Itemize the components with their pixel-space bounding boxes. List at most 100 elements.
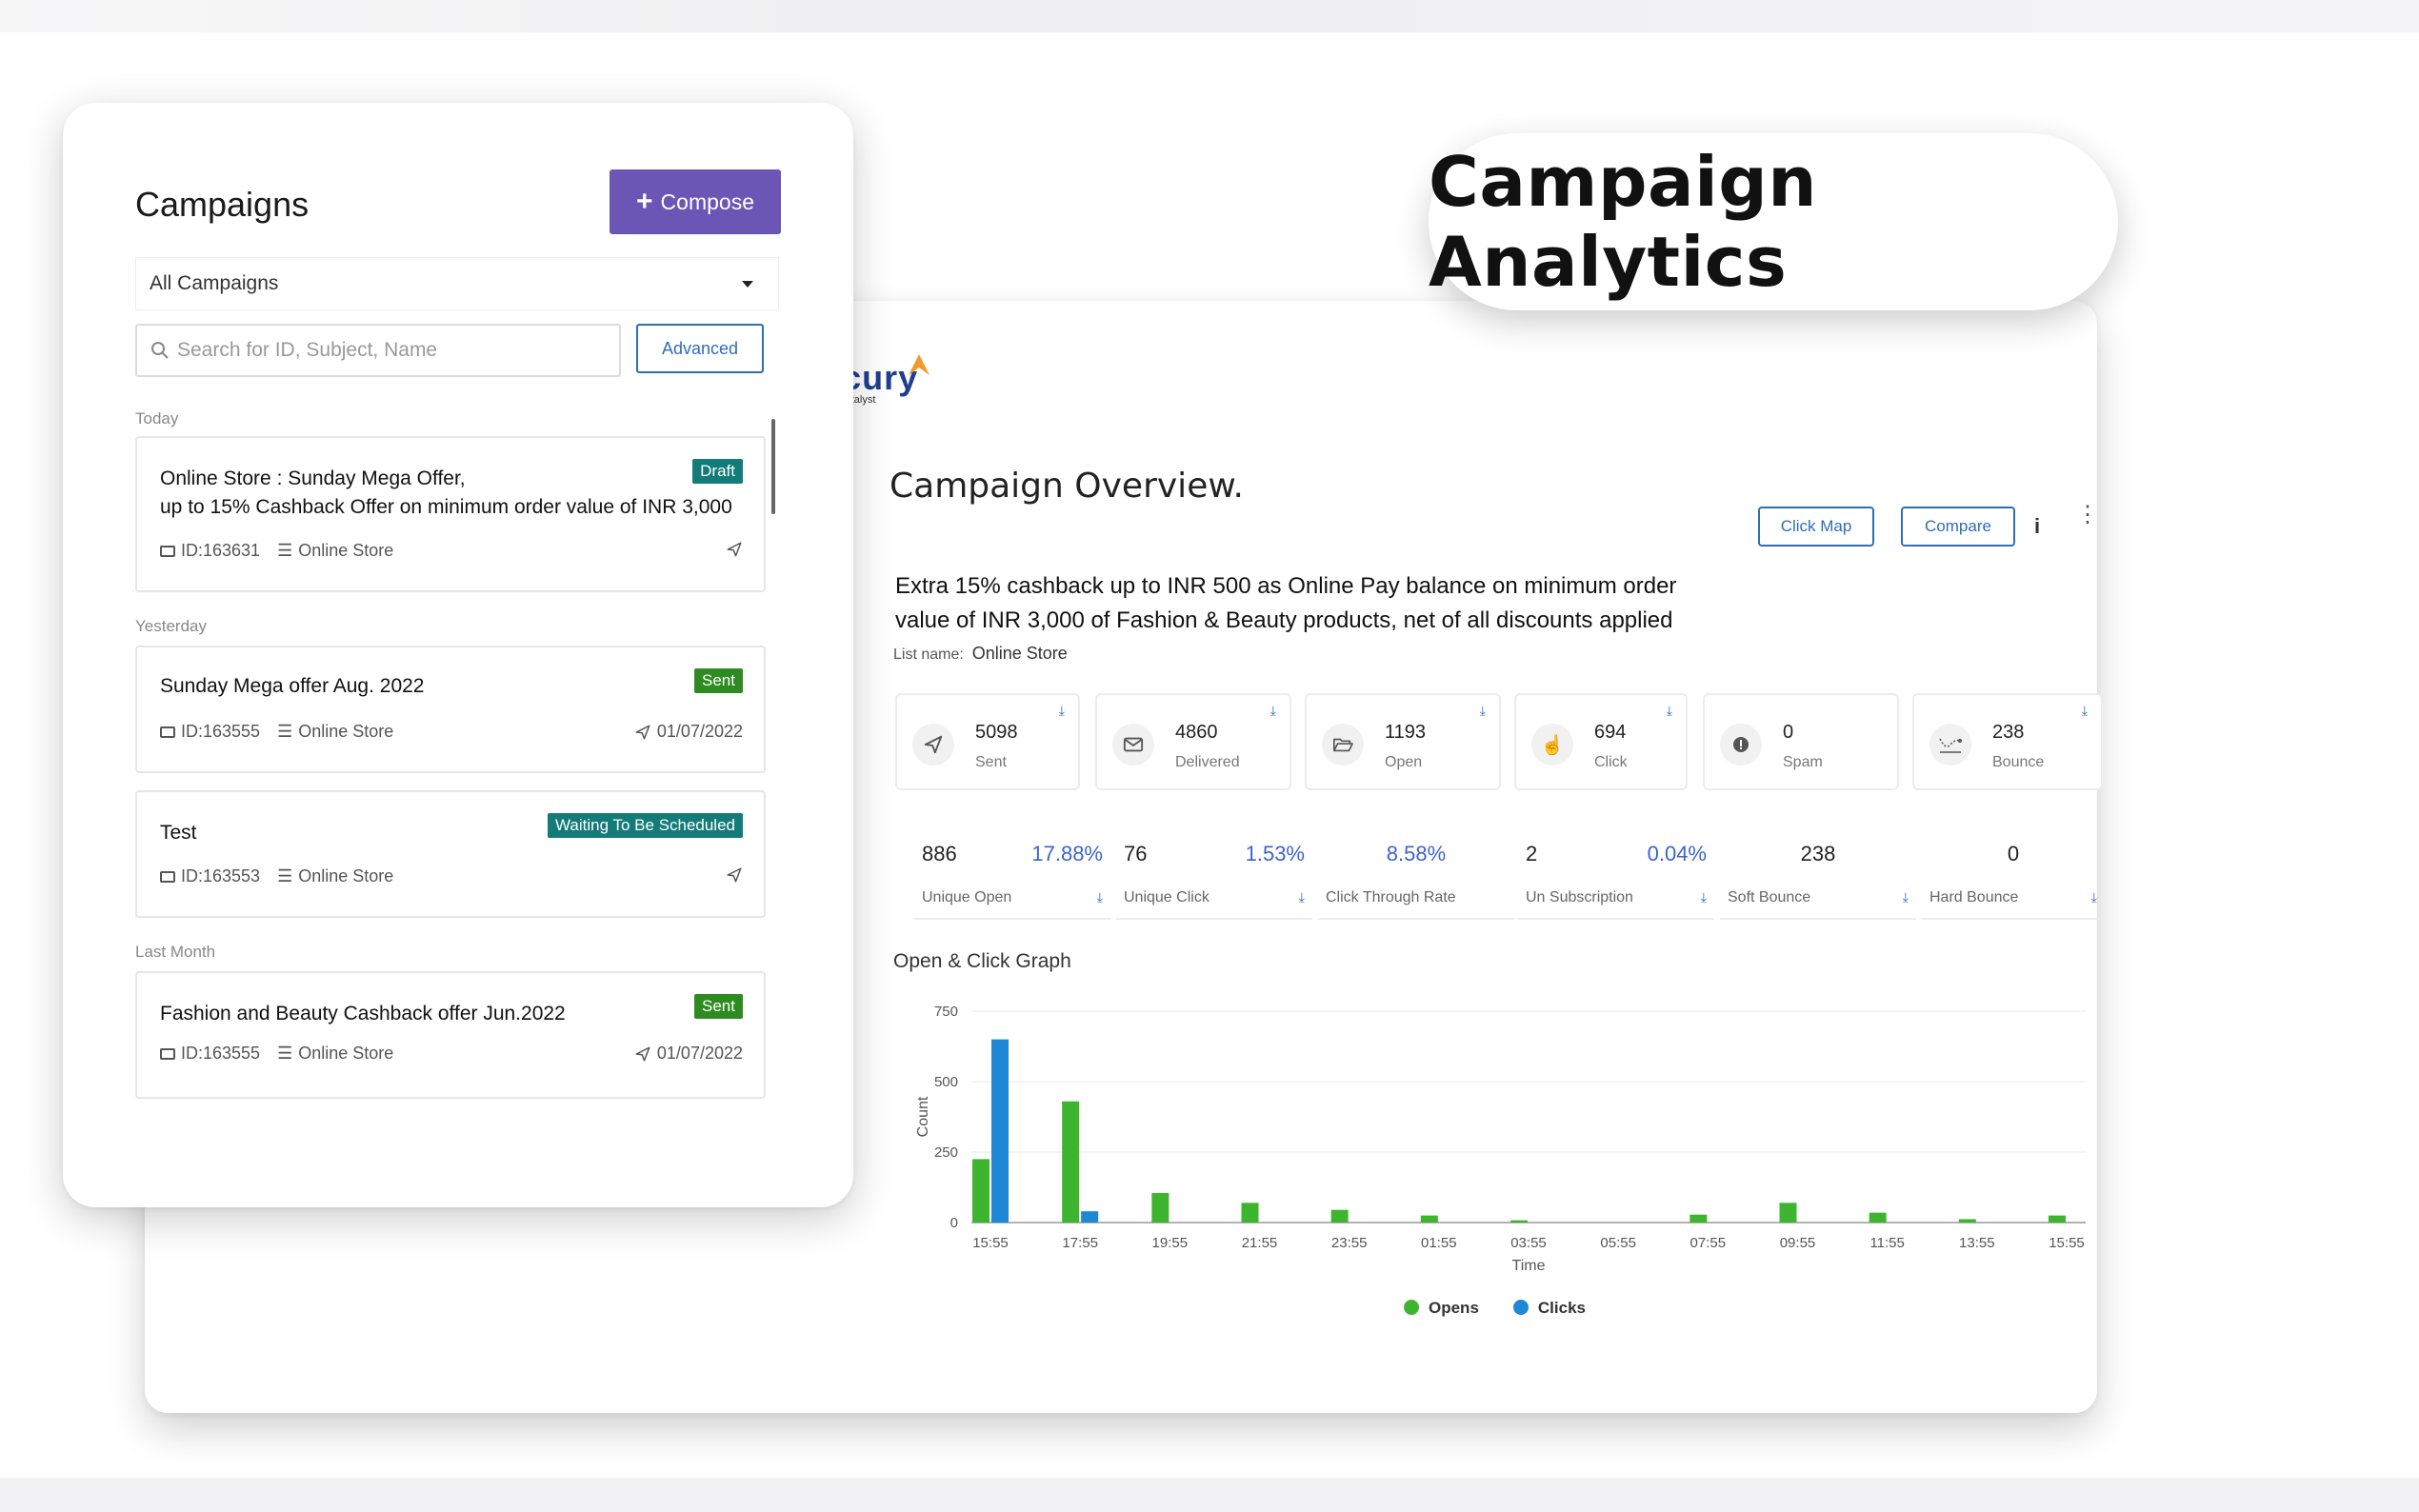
stat-value: 694: [1594, 722, 1627, 743]
filter-value: All Campaigns: [150, 272, 279, 294]
metric-value: 886: [922, 842, 957, 865]
open-click-chart: 0 250 500 750 Count 15:55 17:55 19:55 21:55 23:55…: [915, 1004, 2086, 1274]
list-name-label: List name:: [893, 647, 964, 663]
metric-label: Unique Open: [922, 889, 1012, 905]
download-icon[interactable]: ⤓: [2090, 889, 2097, 905]
campaign-list: Online Store: [298, 866, 394, 885]
download-icon[interactable]: ⤓: [1058, 703, 1065, 718]
download-icon[interactable]: ⤓: [1298, 889, 1305, 905]
legend-item-opens[interactable]: Opens: [1404, 1299, 1479, 1318]
download-icon[interactable]: ⤓: [1269, 703, 1276, 718]
legend-label: Opens: [1429, 1299, 1479, 1317]
stat-label: Click: [1594, 754, 1628, 770]
send-icon: [635, 725, 650, 739]
info-icon[interactable]: i: [2034, 514, 2041, 538]
metric-unique-click: 76 1.53% Unique Click ⤓: [1116, 836, 1312, 920]
x-tick-label: 01:55: [1421, 1235, 1457, 1251]
metric-value: 238: [1800, 842, 1836, 865]
campaign-id: ID:163555: [181, 1044, 261, 1063]
list-icon: ☰: [277, 1044, 293, 1063]
list-scrollbar[interactable]: [771, 419, 775, 514]
stat-card-delivered: 4860 Delivered ⤓: [1095, 693, 1291, 790]
x-tick-label: 07:55: [1690, 1235, 1727, 1251]
campaign-name: Sunday Mega offer Aug. 2022: [160, 675, 425, 697]
stat-value: 4860: [1175, 722, 1218, 743]
mail-icon: [160, 545, 175, 557]
download-icon[interactable]: ⤓: [1096, 889, 1103, 905]
y-tick-label: 0: [950, 1215, 958, 1231]
kebab-icon[interactable]: ⋮: [2076, 502, 2099, 527]
bar-opens: [1330, 1209, 1349, 1223]
campaign-date: 01/07/2022: [656, 722, 743, 741]
campaign-analytics-badge: Campaign Analytics: [1429, 133, 2118, 310]
metric-soft-bounce: 238 Soft Bounce ⤓: [1720, 836, 1916, 920]
campaign-card[interactable]: Test Waiting To Be Scheduled ID:163553 ☰…: [135, 790, 766, 918]
x-tick-label: 19:55: [1152, 1235, 1189, 1251]
campaign-card[interactable]: Fashion and Beauty Cashback offer Jun.20…: [135, 971, 766, 1099]
campaign-list: Online Store: [298, 541, 394, 560]
campaign-card[interactable]: Online Store : Sunday Mega Offer, up to …: [135, 436, 766, 592]
download-icon[interactable]: ⤓: [1700, 889, 1707, 905]
stat-card-click: ☝ 694 Click ⤓: [1514, 693, 1688, 790]
campaign-id: ID:163555: [181, 722, 261, 741]
status-badge: Waiting To Be Scheduled: [547, 813, 743, 838]
download-icon[interactable]: ⤓: [1479, 703, 1486, 718]
list-name-value: Online Store: [971, 644, 1068, 663]
campaign-filter-select[interactable]: All Campaigns: [135, 257, 779, 310]
send-icon[interactable]: [726, 866, 743, 884]
x-tick-label: 15:55: [2049, 1235, 2085, 1251]
group-label-yesterday: Yesterday: [135, 617, 207, 635]
x-tick-label: 09:55: [1780, 1235, 1816, 1251]
list-icon: ☰: [277, 722, 293, 741]
advanced-search-button[interactable]: Advanced: [636, 324, 764, 373]
plus-icon: +: [636, 186, 653, 217]
legend-item-clicks[interactable]: Clicks: [1512, 1299, 1586, 1318]
bar-opens: [972, 1159, 990, 1223]
y-tick-label: 750: [934, 1004, 958, 1020]
metric-percent: 17.88%: [1031, 842, 1103, 865]
campaign-id: ID:163553: [181, 866, 261, 885]
campaign-meta: ID:163555 ☰ Online Store: [160, 722, 393, 742]
download-icon[interactable]: ⤓: [1902, 889, 1909, 905]
compose-button[interactable]: + Compose: [610, 169, 781, 234]
stat-card-spam: 0 Spam: [1703, 693, 1899, 790]
campaign-card[interactable]: Sunday Mega offer Aug. 2022 Sent ID:1635…: [135, 646, 766, 773]
metric-percent: 8.58%: [1386, 842, 1447, 865]
top-background-band: [0, 0, 2419, 32]
compare-button[interactable]: Compare: [1901, 507, 2015, 547]
bar-opens: [2049, 1215, 2066, 1223]
bar-opens: [1869, 1212, 1887, 1223]
metric-label: Unique Click: [1124, 889, 1210, 905]
send-icon: [912, 724, 954, 766]
x-tick-label: 21:55: [1242, 1235, 1278, 1251]
logo-arrow-icon: [909, 354, 930, 375]
legend-dot-clicks: [1512, 1300, 1529, 1315]
caret-down-icon: [742, 281, 753, 288]
list-name: List name: Online Store: [893, 644, 1068, 664]
metric-unique-open: 886 17.88% Unique Open ⤓: [914, 836, 1110, 920]
metric-value: 0: [2007, 842, 2020, 865]
stat-label: Delivered: [1175, 754, 1240, 770]
metric-label: Soft Bounce: [1728, 889, 1811, 905]
send-icon[interactable]: [726, 541, 743, 558]
campaign-name-line: Online Store : Sunday Mega Offer,: [160, 468, 466, 489]
campaign-send-area: [726, 541, 743, 558]
bar-opens: [1779, 1203, 1797, 1223]
mail-icon: [160, 1047, 175, 1060]
click-map-button[interactable]: Click Map: [1758, 507, 1874, 547]
bar-opens: [1151, 1192, 1170, 1223]
stat-label: Open: [1385, 754, 1423, 770]
stat-value: 0: [1783, 722, 1794, 743]
search-input[interactable]: Search for ID, Subject, Name: [135, 324, 621, 377]
x-tick-label: 17:55: [1062, 1235, 1098, 1251]
x-tick-label: 05:55: [1600, 1235, 1636, 1251]
download-icon[interactable]: ⤓: [1666, 703, 1672, 718]
alert-icon: [1720, 724, 1762, 766]
bounce-icon: [1929, 724, 1971, 766]
download-icon[interactable]: ⤓: [2081, 703, 2088, 718]
campaign-meta: ID:163631 ☰ Online Store: [160, 541, 393, 561]
stat-card-open: 1193 Open ⤓: [1305, 693, 1501, 790]
campaign-meta: ID:163555 ☰ Online Store: [160, 1044, 393, 1064]
graph-title: Open & Click Graph: [893, 950, 1071, 972]
list-icon: ☰: [277, 541, 293, 560]
